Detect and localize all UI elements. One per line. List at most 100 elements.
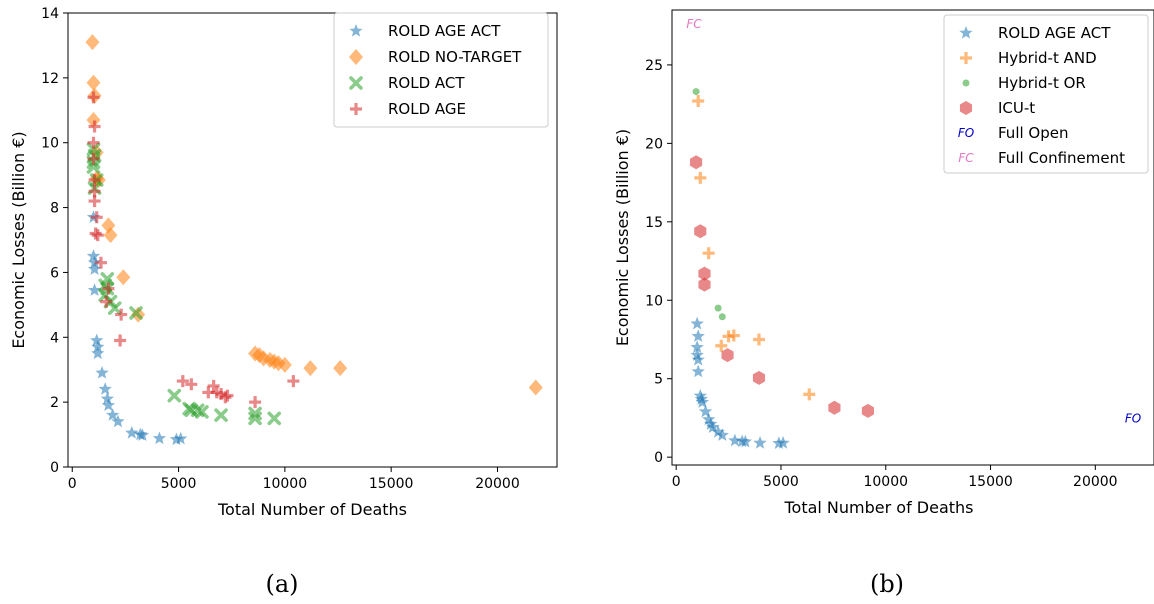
point-rold-no-target [528,379,543,396]
legend-label-rold-age-act: ROLD AGE ACT [388,22,501,40]
legend-box [943,14,1149,174]
point-icu-t [698,266,711,281]
point-rold-no-target [333,360,348,377]
x-tick-label: 15000 [369,476,414,492]
legend-marker-hybrid-t-or [962,79,970,87]
y-tick-label: 10 [645,293,663,309]
point-hybrid-t-or [714,304,722,312]
point-rold-age [100,295,113,308]
legend-label-hybrid-t-or: Hybrid-t OR [998,74,1086,92]
x-tick-label: 10000 [263,476,308,492]
point-rold-age-act [86,249,101,262]
legend-marker-rold-age [350,103,362,115]
point-rold-age-act [706,420,720,434]
x-tick-label: 20000 [475,476,520,492]
y-tick-label: 4 [50,330,59,346]
legend-marker-hybrid-t-and [960,52,972,64]
x-tick-label: 20000 [1073,474,1118,490]
point-hybrid-t-and [692,95,705,107]
point-rold-age [94,256,107,269]
legend-marker-rold-act [349,76,363,90]
point-rold-age-act [174,431,188,445]
x-tick-label: 0 [68,476,77,492]
y-tick-label: 14 [41,6,59,22]
chart-b: 0 5000 10000 15000 20000 0 5 10 15 20 25 Total Numb… [613,9,1154,517]
point-rold-act [195,405,209,419]
point-rold-age-act [695,395,710,408]
chart-a: 0 5000 10000 15000 20000 0 2 4 6 8 10 12 14 Total Num… [9,6,558,519]
legend-label-rold-no-target: ROLD NO-TARGET [388,48,522,66]
point-rold-no-target [86,74,101,91]
point-hybrid-t-and [694,171,707,184]
point-rold-act [214,408,228,422]
point-rold-age-act [111,414,125,428]
point-rold-age-act [690,348,704,361]
point-rold-age [87,91,100,104]
point-rold-age-act [728,433,742,447]
point-rold-age-act [100,391,114,405]
point-full-confinement: FC [686,17,702,31]
point-rold-age [88,120,101,133]
point-rold-no-target [303,360,318,377]
point-rold-age-act [135,428,150,441]
point-rold-age-act [698,404,713,418]
point-rold-age-act [691,364,705,378]
point-rold-age-act [691,352,705,366]
point-rold-no-target [116,269,131,286]
x-tick-label: 0 [672,474,681,490]
point-rold-act [107,301,122,315]
point-rold-age [221,389,234,402]
y-tick-label: 6 [50,265,59,281]
point-rold-age [88,195,101,208]
point-rold-age [185,378,198,391]
point-rold-act [267,411,282,426]
point-rold-age-act [690,340,704,353]
point-hybrid-t-and [752,333,765,346]
y-tick-label: 0 [654,450,663,466]
point-icu-t [690,155,703,170]
x-axis-label: Total Number of Deaths [783,498,973,517]
point-rold-age-act [87,262,102,275]
point-rold-age [91,229,104,242]
y-tick-label: 15 [645,215,663,231]
point-rold-age-act [776,436,790,449]
point-rold-no-target [277,356,292,373]
point-rold-age-act [95,365,109,379]
legend-box [333,12,549,128]
point-rold-age-act [169,432,184,446]
legend-label-rold-act: ROLD ACT [388,74,465,92]
legend-marker-full-confinement: FC [958,151,974,165]
point-icu-t [752,370,766,385]
point-rold-age-act [87,255,102,269]
point-rold-age-act [90,333,104,347]
point-rold-age-act [105,408,120,421]
point-rold-age [90,211,103,224]
legend-label-rold-age: ROLD AGE [388,100,466,118]
point-rold-age [87,152,100,165]
point-icu-t [698,277,711,292]
point-rold-age [207,379,220,392]
y-tick-label: 0 [50,460,59,476]
point-rold-age [114,334,127,347]
point-rold-age [287,375,300,388]
point-rold-act [129,306,143,320]
y-tick-label: 5 [654,372,663,388]
x-axis-label: Total Number of Deaths [217,500,407,519]
point-rold-age [102,282,115,295]
x-tick-label: 10000 [863,474,908,490]
legend-marker-full-open: FO [958,126,974,140]
point-rold-age [88,174,101,187]
legend-label-full-open: Full Open [998,124,1068,142]
point-hybrid-t-and [715,339,728,352]
point-rold-no-target [86,112,101,129]
point-hybrid-t-and [702,247,715,260]
point-rold-age-act [91,346,105,360]
legend-label-full-confinement: Full Confinement [998,149,1125,167]
legend-label-hybrid-t-and: Hybrid-t AND [998,49,1097,67]
axes-frame [67,12,558,468]
legend-marker-rold-age-act [349,24,363,37]
point-rold-age-act [91,340,105,353]
y-tick-label: 10 [41,136,59,152]
legend-marker-rold-no-target [349,49,363,65]
y-tick-label: 20 [645,136,663,152]
